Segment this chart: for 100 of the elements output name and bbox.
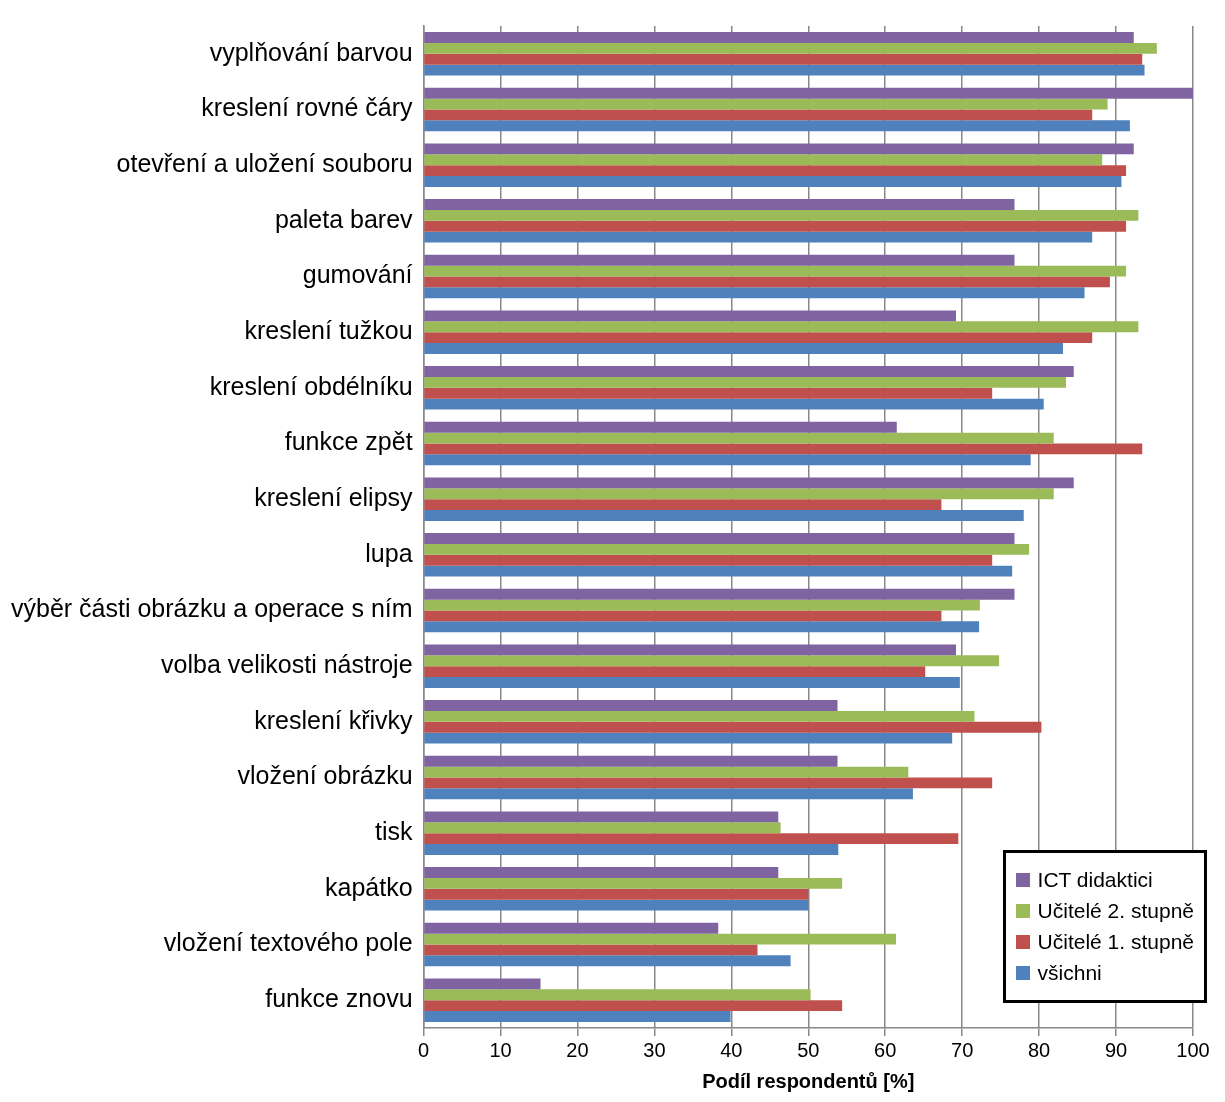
- legend-label: Učitelé 2. stupně: [1037, 899, 1194, 923]
- x-tick-label: 10: [489, 1038, 512, 1061]
- y-tick-label: kreslení elipsy: [254, 483, 414, 512]
- y-tick-label: tisk: [375, 817, 414, 846]
- bar: [424, 387, 993, 399]
- bar: [424, 154, 1103, 166]
- bar: [424, 454, 1031, 466]
- bar: [424, 499, 942, 511]
- bar: [424, 209, 1139, 221]
- bar: [424, 53, 1143, 65]
- bar: [424, 899, 809, 911]
- legend-label: ICT didaktici: [1037, 868, 1153, 892]
- y-tick-label: funkce zpět: [284, 427, 413, 456]
- bar: [424, 510, 1024, 521]
- bar: [424, 732, 953, 744]
- x-tick-label: 30: [643, 1038, 666, 1061]
- x-tick-label: 70: [951, 1038, 974, 1061]
- y-tick-label: gumování: [302, 260, 413, 289]
- bar: [424, 176, 1122, 187]
- bar: [424, 621, 980, 633]
- x-tick-label: 50: [797, 1038, 820, 1061]
- bar: [424, 822, 781, 834]
- bar: [424, 332, 1093, 344]
- x-axis-title: Podíl respondentů [%]: [702, 1069, 915, 1092]
- bar: [424, 254, 1015, 266]
- y-tick-label: vyplňování barvou: [209, 37, 413, 66]
- y-tick-label: kapátko: [325, 872, 413, 901]
- y-tick-label: paleta barev: [274, 204, 414, 233]
- bar: [424, 398, 1044, 410]
- bar: [424, 811, 779, 823]
- bar: [424, 64, 1145, 76]
- bar: [424, 287, 1085, 299]
- bar: [424, 755, 838, 767]
- x-tick-label: 80: [1027, 1038, 1051, 1061]
- y-tick-label: otevření a uložení souboru: [116, 149, 413, 178]
- x-tick-label: 100: [1176, 1038, 1210, 1061]
- y-tick-label: lupa: [365, 538, 413, 567]
- bar: [424, 867, 779, 878]
- bar: [424, 588, 1015, 600]
- x-tick-label: 20: [566, 1038, 589, 1061]
- bar: [424, 666, 926, 678]
- y-tick-label: kreslení tužkou: [244, 316, 413, 345]
- bar: [424, 1011, 731, 1022]
- bar: [424, 143, 1134, 155]
- bar: [424, 644, 957, 656]
- y-tick-label: kreslení obdélníku: [209, 371, 413, 400]
- bar: [424, 777, 993, 789]
- x-tick-label: 90: [1104, 1038, 1128, 1061]
- bar: [424, 231, 1093, 243]
- bar: [424, 788, 913, 800]
- bar: [424, 220, 1127, 232]
- bar: [424, 955, 791, 967]
- bar: [424, 276, 1110, 288]
- bar: [424, 533, 1015, 544]
- bar: [424, 120, 1130, 132]
- bar: [424, 443, 1143, 455]
- bar: [424, 721, 1042, 733]
- bar: [424, 610, 942, 622]
- bar: [424, 32, 1134, 43]
- bar: [424, 933, 896, 945]
- y-tick-label: funkce znovu: [265, 984, 413, 1013]
- bar: [424, 42, 1157, 54]
- bar: [424, 989, 811, 1001]
- bar: [424, 432, 1054, 444]
- bar: [424, 700, 838, 711]
- bar: [424, 488, 1054, 500]
- y-tick-label: vložení obrázku: [237, 761, 413, 790]
- bar: [424, 554, 993, 566]
- bar: [424, 944, 758, 956]
- bar: [424, 87, 1193, 99]
- y-tick-label: výběr části obrázku a operace s ním: [11, 594, 413, 623]
- y-tick-label: volba velikosti nástroje: [161, 650, 413, 679]
- bar: [424, 565, 1013, 577]
- bar: [424, 165, 1127, 177]
- bar: [424, 599, 980, 611]
- bar: [424, 98, 1108, 110]
- bar: [424, 265, 1127, 277]
- legend-label: Učitelé 1. stupně: [1037, 930, 1194, 954]
- bar: [424, 199, 1015, 210]
- bar: [424, 877, 843, 889]
- bar: [424, 888, 809, 900]
- x-tick-label: 0: [418, 1038, 430, 1061]
- bar: [424, 844, 839, 855]
- bar: [424, 655, 1000, 667]
- bar: [424, 343, 1063, 354]
- legend-label: všichni: [1037, 961, 1102, 985]
- bar: [424, 1000, 843, 1012]
- x-tick-label: 40: [720, 1038, 743, 1061]
- bar: [424, 310, 957, 322]
- y-tick-label: kreslení rovné čáry: [201, 93, 414, 122]
- y-tick-label: kreslení křivky: [254, 705, 414, 734]
- bar: [424, 710, 975, 722]
- bar: [424, 366, 1074, 377]
- bar: [424, 833, 959, 845]
- bar: [424, 421, 897, 433]
- y-tick-label: vložení textového pole: [163, 928, 413, 957]
- bar: [424, 477, 1074, 489]
- bar: [424, 978, 541, 990]
- bar: [424, 321, 1139, 333]
- bar: [424, 677, 960, 688]
